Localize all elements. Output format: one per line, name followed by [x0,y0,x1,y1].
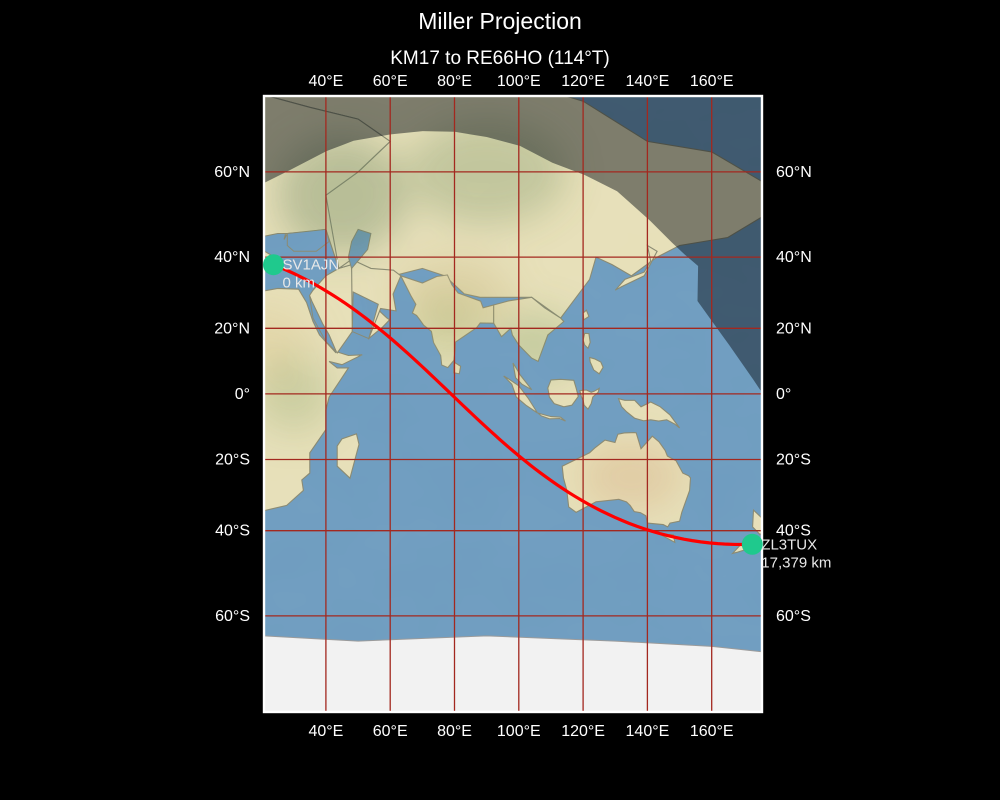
svg-text:80°E: 80°E [437,723,472,740]
svg-text:17,379 km: 17,379 km [761,554,831,571]
svg-text:0 km: 0 km [283,275,316,292]
svg-text:120°E: 120°E [561,723,605,740]
svg-text:20°N: 20°N [214,320,250,337]
svg-text:40°S: 40°S [215,523,250,540]
svg-text:20°N: 20°N [776,320,812,337]
svg-text:0°: 0° [235,386,250,403]
svg-text:40°E: 40°E [308,73,343,90]
svg-text:60°N: 60°N [214,164,250,181]
svg-text:100°E: 100°E [497,723,541,740]
svg-text:60°E: 60°E [373,723,408,740]
svg-text:40°N: 40°N [214,249,250,266]
svg-text:160°E: 160°E [690,723,734,740]
svg-text:60°E: 60°E [373,73,408,90]
svg-text:80°E: 80°E [437,73,472,90]
svg-text:60°S: 60°S [776,608,811,625]
svg-text:100°E: 100°E [497,73,541,90]
svg-text:40°N: 40°N [776,249,812,266]
svg-text:120°E: 120°E [561,73,605,90]
svg-text:SV1AJN: SV1AJN [283,257,340,274]
svg-text:40°E: 40°E [308,723,343,740]
svg-text:60°N: 60°N [776,164,812,181]
svg-text:40°S: 40°S [776,523,811,540]
svg-text:140°E: 140°E [626,73,670,90]
svg-text:140°E: 140°E [626,723,670,740]
svg-text:160°E: 160°E [690,73,734,90]
svg-text:20°S: 20°S [215,452,250,469]
svg-text:0°: 0° [776,386,791,403]
svg-text:60°S: 60°S [215,608,250,625]
svg-text:20°S: 20°S [776,452,811,469]
